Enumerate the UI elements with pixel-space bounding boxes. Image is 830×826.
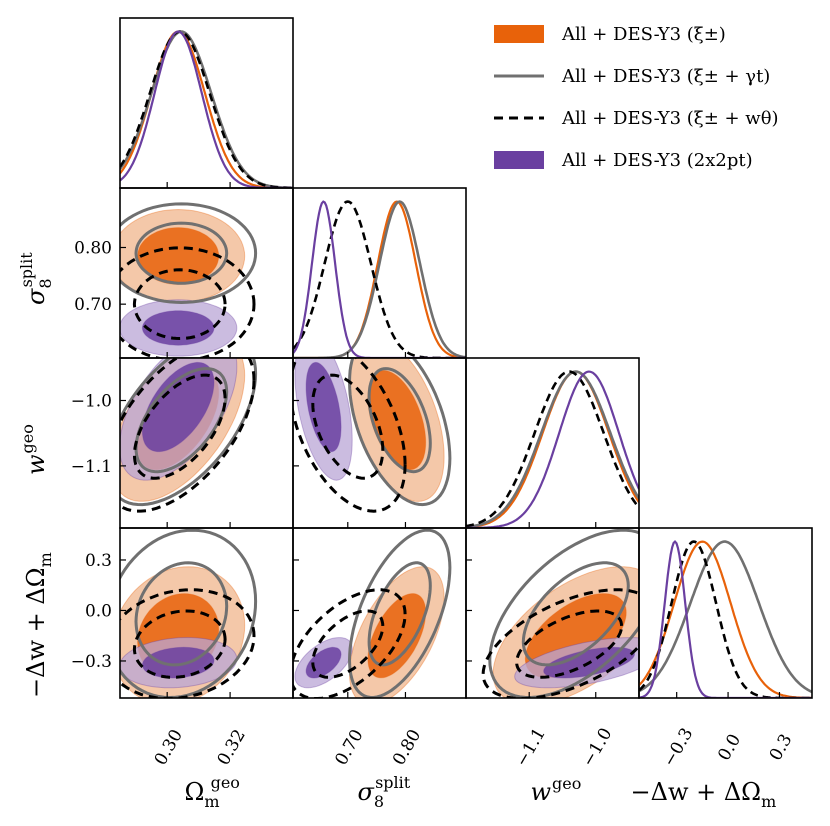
xtick-label-s8-1: 0.80 (389, 726, 425, 769)
xtick-label-dw-0: −0.3 (659, 725, 697, 771)
marginal-w-series-2 (466, 370, 639, 528)
contour-om-s8-series-2-level-2 (132, 268, 227, 341)
panel-w-om (120, 358, 258, 513)
marginal-om-series-2 (120, 30, 293, 188)
contour-om-w-series-3-level-2 (141, 361, 215, 453)
contour-om-s8-series-1-level-1 (120, 202, 258, 305)
contour-om-dw-series-1-level-1 (120, 528, 258, 698)
xlabel-s8: σ8split (358, 773, 411, 811)
marginal-w-series-0 (466, 370, 639, 528)
panel-dw-dw (639, 539, 812, 698)
ylabel-w: wgeo (18, 424, 50, 475)
contour-om-w-series-1-level-1 (120, 358, 258, 507)
xtick-label-dw-2: 0.3 (766, 731, 797, 764)
ytick-label-s8-0: 0.70 (74, 295, 112, 315)
xlabel-w: wgeo (531, 774, 582, 806)
contour-om-dw-series-2-level-2 (132, 609, 227, 679)
panels-layer: 0.70 0.80 −1.1 −1.0 0.30 0.32 −0.3 0.0 0.3 0.70 0.… (71, 17, 813, 771)
contour-s8-w-series-2-level-2 (311, 373, 385, 480)
ytick-label-s8-1: 0.80 (74, 239, 112, 259)
legend-label-0: All + DES-Y3 (ξ±) (561, 24, 726, 45)
panel-om-om (120, 30, 293, 188)
panel-dw-om (120, 528, 258, 698)
contour-om-dw-series-1-level-2 (134, 561, 229, 667)
contour-om-s8-series-2-level-1 (120, 246, 256, 358)
ylabel-group-w: wgeo (18, 424, 50, 475)
legend-label-2: All + DES-Y3 (ξ± + wθ) (561, 108, 779, 129)
panel-dw-s8 (293, 528, 452, 698)
panel-w-s8 (293, 358, 452, 513)
xtick-label-dw-1: 0.0 (714, 731, 745, 764)
contour-s8-dw-series-1-level-1 (347, 528, 452, 698)
panel-dw-w (481, 528, 639, 698)
marginal-dw-series-0 (639, 540, 812, 698)
panel-frame-3-3 (638, 527, 813, 699)
legend-label-3: All + DES-Y3 (2x2pt) (561, 150, 753, 171)
ylabel-s8: σ8split (17, 252, 55, 305)
contour-s8-dw-series-1-level-2 (367, 561, 432, 667)
contour-om-dw-series-2-level-1 (120, 588, 256, 698)
legend-swatch-3 (494, 151, 544, 169)
xlabel-om: Ωmgeo (185, 773, 240, 811)
contour-w-dw-series-2-level-2 (515, 609, 624, 679)
ylabel-dw: −Δw + ΔΩm (22, 552, 55, 698)
ylabel-group-s8: σ8split (17, 252, 55, 305)
xtick-label-om-0: 0.30 (151, 726, 187, 769)
contour-s8-w-series-1-level-2 (367, 367, 432, 474)
contour-s8-w-series-3-level-2 (305, 361, 342, 453)
contour-om-s8-series-1-level-2 (134, 221, 229, 285)
xtick-label-w-0: −1.1 (512, 725, 550, 771)
ylabel-group-dw: −Δw + ΔΩm (22, 552, 55, 698)
xlabel-dw: −Δw + ΔΩm (631, 778, 777, 811)
marginal-dw-series-1 (639, 540, 812, 694)
contour-w-dw-series-2-level-1 (481, 588, 639, 698)
legend-swatch-0 (494, 25, 544, 43)
contour-om-s8-series-3-level-2 (141, 310, 215, 346)
xtick-label-s8-0: 0.70 (331, 726, 367, 769)
marginal-w-series-1 (466, 370, 639, 528)
marginal-s8-series-1 (293, 200, 466, 358)
marginal-dw-series-3 (639, 539, 812, 698)
legend: All + DES-Y3 (ξ±) All + DES-Y3 (ξ± + γt) A… (494, 24, 779, 171)
ytick-label-dw-2: 0.3 (85, 551, 112, 571)
marginal-dw-series-2 (639, 540, 812, 698)
panel-w-w (466, 370, 639, 528)
axis-labels-layer: Ωmgeo σ8split wgeo −Δw + ΔΩm σ8split wgeo −Δw … (17, 252, 776, 811)
contour-om-w-series-2-level-1 (120, 358, 256, 513)
ytick-label-dw-1: 0.0 (85, 601, 112, 621)
ytick-label-dw-0: −0.3 (71, 652, 112, 672)
xtick-label-om-1: 0.32 (214, 726, 250, 769)
contour-s8-w-series-2-level-1 (293, 358, 407, 513)
contour-w-dw-series-1-level-1 (488, 528, 639, 698)
ytick-label-w-1: −1.0 (71, 392, 112, 412)
xtick-label-w-1: −1.0 (578, 725, 616, 771)
contour-s8-dw-series-2-level-2 (311, 609, 385, 679)
contour-s8-dw-series-0-level-2 (367, 593, 427, 679)
panel-s8-om (120, 202, 258, 358)
marginal-s8-series-3 (293, 200, 466, 358)
ytick-label-w-0: −1.1 (71, 457, 112, 477)
marginal-w-series-3 (466, 370, 639, 528)
legend-label-1: All + DES-Y3 (ξ± + γt) (561, 66, 770, 87)
contour-w-dw-series-1-level-2 (521, 561, 630, 667)
contour-om-w-series-2-level-2 (132, 373, 227, 480)
panel-s8-s8 (293, 200, 466, 358)
